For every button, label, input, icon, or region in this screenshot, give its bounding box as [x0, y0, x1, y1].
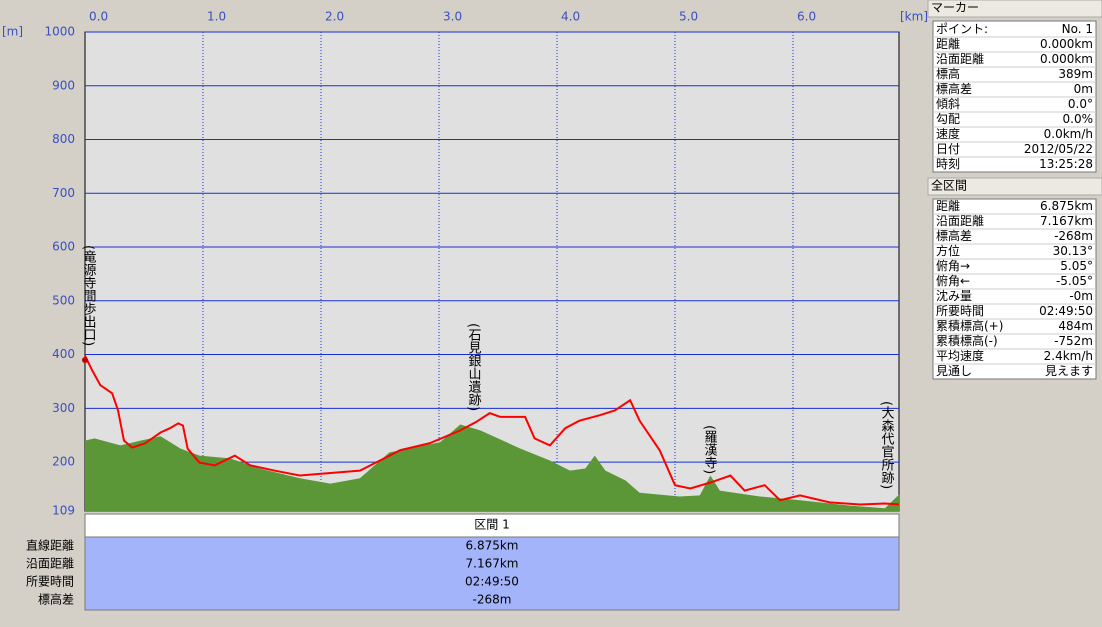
row-label: 方位	[936, 243, 960, 258]
row-value: No. 1	[1062, 22, 1093, 36]
row-label: 標高差	[936, 81, 972, 96]
row-label: 累積標高(+)	[936, 318, 1003, 333]
section-value: -268m	[473, 593, 512, 607]
row-label: 時刻	[936, 157, 960, 171]
x-tick-label: 6.0	[797, 10, 816, 24]
row-value: 0m	[1074, 82, 1093, 96]
total-header	[927, 177, 1102, 196]
y-tick-label: 700	[52, 186, 75, 200]
row-label: 速度	[936, 126, 960, 141]
route-line	[84, 355, 900, 506]
row-label: 日付	[936, 142, 960, 156]
row-value: 13:25:28	[1039, 157, 1093, 171]
row-value: 484m	[1058, 319, 1093, 333]
y-tick-label: 400	[52, 347, 75, 361]
row-value: 0.000km	[1040, 37, 1093, 51]
row-label: 沿面距離	[936, 52, 984, 66]
y-tick-label: 900	[52, 78, 75, 92]
section-value: 02:49:50	[465, 575, 519, 589]
total-title: 全区間	[931, 178, 967, 193]
row-value: 2.4km/h	[1044, 349, 1093, 363]
row-value: 2012/05/22	[1024, 142, 1093, 156]
row-label: 距離	[936, 199, 960, 213]
row-value: 0.0%	[1063, 112, 1094, 126]
marker-title: マーカー	[931, 1, 979, 15]
row-value: 5.05°	[1060, 259, 1093, 273]
x-unit: [km]	[900, 10, 928, 24]
row-value: 0.0km/h	[1044, 127, 1093, 141]
x-tick-label: 5.0	[679, 10, 698, 24]
row-value: 見えます	[1045, 364, 1093, 378]
annotation: (竜源寺間歩出口)	[81, 245, 97, 346]
plot-area	[84, 31, 900, 512]
row-label: 累積標高(-)	[936, 333, 998, 348]
row-label: 俯角→	[936, 258, 970, 273]
row-label: ポイント:	[936, 22, 988, 36]
row-value: 30.13°	[1053, 244, 1093, 258]
row-value: 02:49:50	[1039, 304, 1093, 318]
section-label: 所要時間	[26, 575, 74, 589]
x-tick-label: 4.0	[561, 10, 580, 24]
annotation: (石見銀山遺跡)	[466, 323, 482, 411]
y-tick-label: 1000	[44, 25, 75, 39]
row-label: 平均速度	[936, 348, 984, 363]
row-value: -0m	[1069, 289, 1093, 303]
row-label: 勾配	[936, 112, 960, 126]
x-tick-label: 0.0	[89, 10, 108, 24]
terrain-area	[85, 424, 900, 511]
row-label: 沿面距離	[936, 214, 984, 228]
row-label: 俯角←	[936, 273, 970, 288]
section-label: 沿面距離	[26, 557, 74, 571]
y-tick-label: 109	[52, 504, 75, 518]
row-value: 0.000km	[1040, 52, 1093, 66]
section-value: 6.875km	[466, 539, 519, 553]
y-unit: [m]	[2, 25, 23, 39]
marker-header	[927, 0, 1102, 18]
row-label: 見通し	[936, 364, 972, 378]
section-label: 直線距離	[26, 538, 74, 553]
row-value: 6.875km	[1040, 199, 1093, 213]
row-label: 標高	[936, 66, 960, 81]
row-label: 傾斜	[936, 97, 960, 111]
y-tick-label: 600	[52, 240, 75, 254]
row-label: 沈み量	[936, 288, 972, 303]
row-value: -5.05°	[1056, 274, 1093, 288]
row-value: -268m	[1054, 229, 1093, 243]
row-value: -752m	[1054, 334, 1093, 348]
section-title: 区間 1	[474, 518, 509, 532]
y-tick-label: 200	[52, 455, 75, 469]
row-label: 所要時間	[936, 304, 984, 318]
row-label: 標高差	[936, 228, 972, 243]
row-value: 389m	[1058, 67, 1093, 81]
marker-point	[82, 357, 88, 363]
annotation: (羅漢寺)	[702, 425, 718, 474]
x-tick-label: 1.0	[207, 10, 226, 24]
section-table	[84, 536, 900, 611]
y-tick-label: 500	[52, 293, 75, 307]
section-label: 標高差	[38, 592, 74, 607]
y-tick-label: 800	[52, 132, 75, 146]
row-label: 距離	[936, 37, 960, 51]
section-value: 7.167km	[466, 557, 519, 571]
x-tick-label: 2.0	[325, 10, 344, 24]
annotation: (大森代官所跡)	[879, 401, 895, 489]
x-tick-label: 3.0	[443, 10, 462, 24]
y-tick-label: 300	[52, 401, 75, 415]
row-value: 7.167km	[1040, 214, 1093, 228]
row-value: 0.0°	[1068, 97, 1093, 111]
